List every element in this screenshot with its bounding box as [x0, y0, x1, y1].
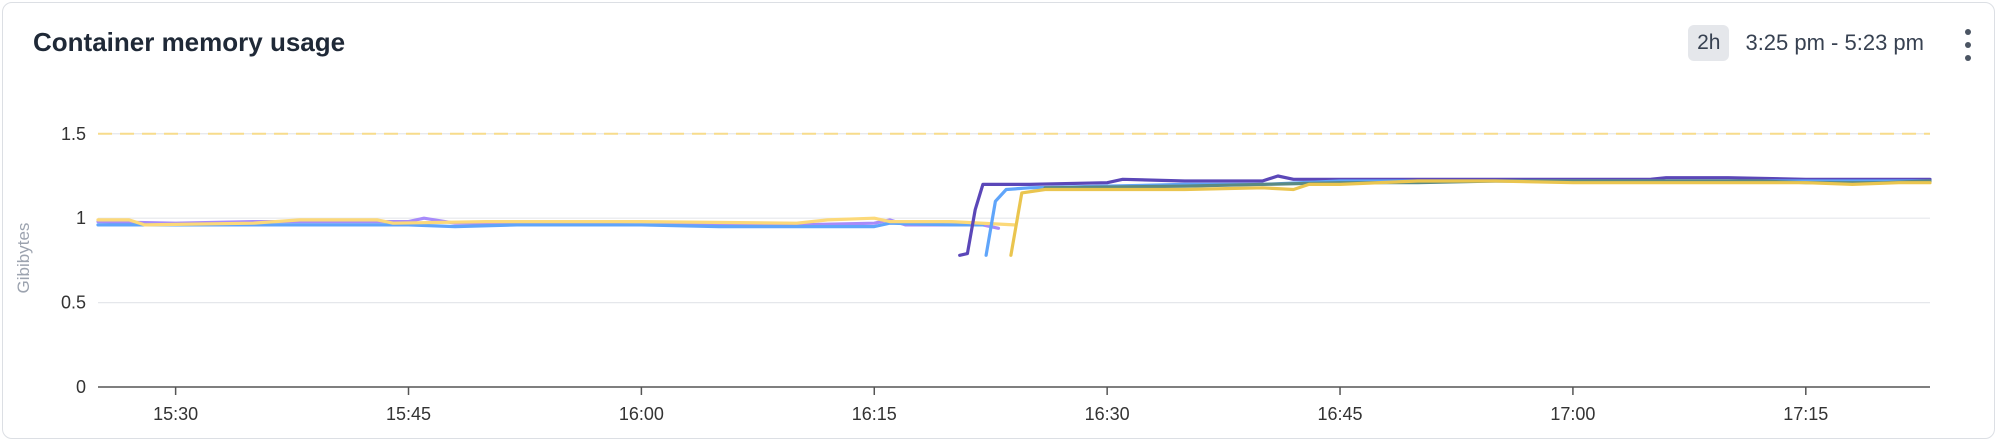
axis-layer: 0 0.5 1 1.5 15:30 15:45 16:00 16:15 16:30 16:45 17…: [61, 124, 1930, 424]
x-tick-label: 16:30: [1085, 404, 1130, 424]
time-range-text[interactable]: 3:25 pm - 5:23 pm: [1745, 30, 1924, 55]
x-tick-label: 17:15: [1783, 404, 1828, 424]
x-tick-label: 17:00: [1550, 404, 1595, 424]
series-line: [1009, 179, 1932, 257]
series-line: [96, 216, 1016, 227]
y-tick-label: 0: [76, 377, 86, 397]
kebab-dot: [1965, 42, 1971, 48]
time-range-control[interactable]: 2h 3:25 pm - 5:23 pm: [1688, 25, 1924, 61]
time-range-badge[interactable]: 2h: [1688, 25, 1730, 61]
x-tick-label: 15:45: [386, 404, 431, 424]
series-layer: [96, 174, 1932, 257]
x-tick-label: 16:45: [1318, 404, 1363, 424]
x-tick-label: 16:15: [852, 404, 897, 424]
series-line: [958, 174, 1932, 257]
y-tick-label: 1.5: [61, 124, 86, 144]
x-tick-label: 16:00: [619, 404, 664, 424]
y-axis-label: Gibibytes: [14, 223, 33, 294]
y-tick-label: 1: [76, 208, 86, 228]
kebab-dot: [1965, 29, 1971, 35]
kebab-menu-icon[interactable]: [1962, 29, 1974, 61]
x-tick-label: 15:30: [153, 404, 198, 424]
kebab-dot: [1965, 55, 1971, 61]
panel-title: Container memory usage: [33, 27, 346, 57]
y-tick-label: 0.5: [61, 293, 86, 313]
grid-layer: [98, 133, 1930, 304]
